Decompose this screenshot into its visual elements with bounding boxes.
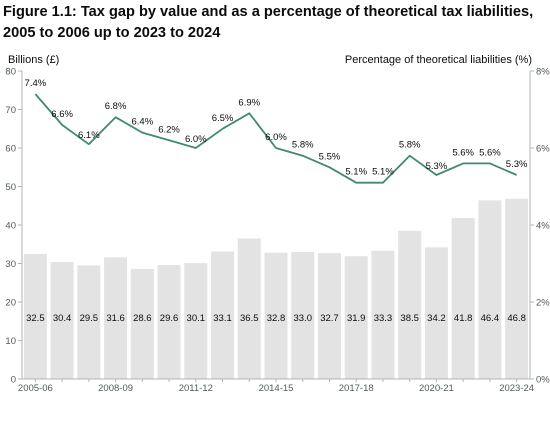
bar-value-label: 38.5 [400,313,419,324]
line-value-label: 5.3% [426,161,448,172]
bar [104,257,128,379]
x-axis-tick-label: 2017-18 [339,383,374,394]
bar [291,251,315,379]
bar [371,250,395,379]
bar [505,198,529,379]
bar [317,253,341,379]
bar-series [23,198,529,379]
line-value-label: 6.2% [158,124,180,135]
bar [424,247,448,379]
bar-value-label: 29.5 [80,313,99,324]
right-axis-tick-label: 0% [536,375,550,386]
line-series [34,93,517,184]
left-axis-tick-label: 20 [5,298,16,309]
bar-value-label: 41.8 [454,313,473,324]
left-axis-tick-label: 30 [5,259,16,270]
bar-value-label: 34.2 [427,313,446,324]
bar [184,263,208,379]
left-axis-tick-label: 80 [5,67,16,78]
line-value-label: 5.6% [452,147,474,158]
right-axis-tick-label: 6% [536,144,550,155]
bar [478,200,502,379]
line-value-label: 5.3% [506,159,528,170]
bar [23,253,47,379]
line-value-label: 5.6% [479,147,501,158]
bar [264,252,288,379]
bar-value-label: 30.4 [53,313,72,324]
line-value-labels: 7.4% 6.6% 6.1% 6.8% 6.4% 6.2% 6.0% 6.5% 6.9% 6.0%… [25,78,528,178]
right-axis: 0% 2% 4% 6% 8% [529,67,550,386]
bar-value-label: 33.3 [374,313,393,324]
line-path [34,93,517,184]
x-axis-tick-label: 2008-09 [98,383,133,394]
left-axis-tick-label: 60 [5,144,16,155]
bar-value-label: 33.0 [293,313,312,324]
bar-value-label: 31.6 [106,313,125,324]
bar [77,265,101,379]
left-axis-tick-label: 50 [5,182,16,193]
bar-value-labels: 32.5 30.4 29.5 31.6 28.6 29.6 30.1 33.1 36.5 32.8… [26,313,526,324]
line-value-label: 5.5% [319,151,341,162]
line-value-label: 6.4% [131,117,153,128]
x-axis-tick-label: 2023-24 [499,383,534,394]
bar [211,251,235,379]
left-axis-tick-label: 10 [5,336,16,347]
bar-value-label: 32.5 [26,313,45,324]
line-value-label: 6.9% [238,97,260,108]
bar-value-label: 29.6 [160,313,179,324]
line-value-label: 6.1% [78,130,100,141]
bar-value-label: 30.1 [187,313,206,324]
bar-value-label: 32.7 [320,313,339,324]
bar [237,238,261,379]
bar [344,256,368,379]
line-value-label: 5.8% [399,140,421,151]
line-value-label: 7.4% [25,78,47,89]
bar [451,218,475,379]
left-axis: 0 10 20 30 40 50 60 70 80 [5,67,23,386]
bar [157,265,181,379]
left-axis-tick-label: 70 [5,105,16,116]
x-axis-tick-label: 2014-15 [259,383,294,394]
bar-value-label: 46.8 [507,313,526,324]
left-axis-tick-label: 40 [5,221,16,232]
line-value-label: 5.8% [292,140,314,151]
x-axis: 2005-06 2008-09 2011-12 2014-15 2017-18 2020-… [18,378,534,394]
line-value-label: 6.6% [51,109,73,120]
bar-value-label: 31.9 [347,313,366,324]
line-value-label: 6.5% [212,113,234,124]
right-axis-tick-label: 8% [536,67,550,78]
x-axis-tick-label: 2020-21 [419,383,454,394]
right-axis-tick-label: 2% [536,298,550,309]
chart-title: Figure 1.1: Tax gap by value and as a pe… [3,4,534,41]
bar [50,261,74,379]
right-axis-tick-label: 4% [536,221,550,232]
x-axis-tick-label: 2011-12 [179,383,213,394]
bar-value-label: 28.6 [133,313,152,324]
line-value-label: 5.1% [372,167,394,178]
line-value-label: 6.8% [105,101,127,112]
x-axis-tick-label: 2005-06 [18,383,53,394]
right-axis-label: Percentage of theoretical liabilities (%… [345,54,532,66]
line-value-label: 6.0% [265,132,287,143]
bar-value-label: 33.1 [213,313,232,324]
left-axis-label: Billions (£) [8,54,59,66]
left-axis-tick-label: 0 [11,375,16,386]
bar [130,268,154,379]
bar-value-label: 36.5 [240,313,259,324]
bar [398,230,422,379]
line-value-label: 6.0% [185,134,207,145]
bar-value-label: 46.4 [481,313,500,324]
line-value-label: 5.1% [345,167,367,178]
bar-value-label: 32.8 [267,313,286,324]
